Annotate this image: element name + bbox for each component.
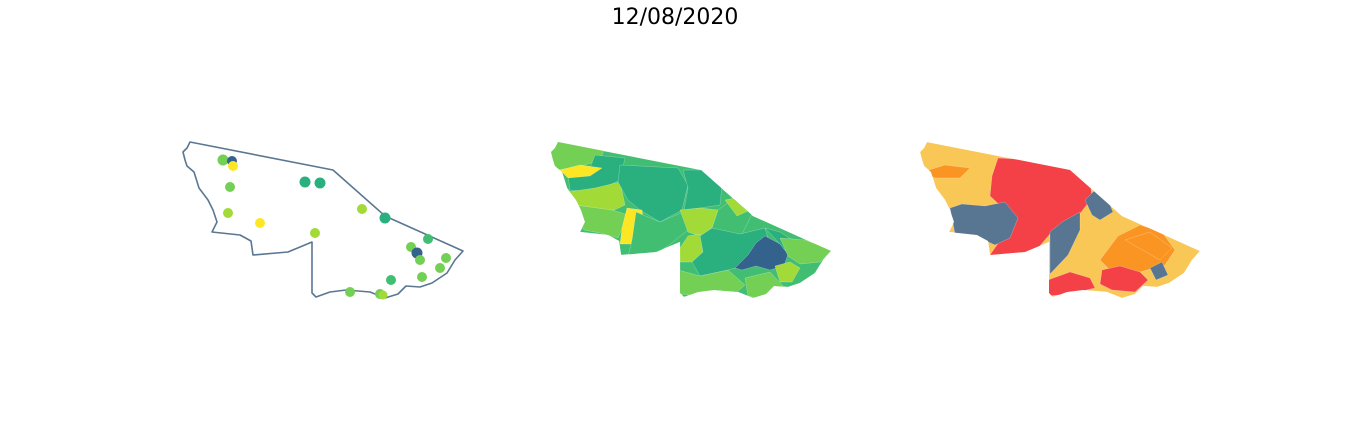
region bbox=[734, 235, 789, 271]
region bbox=[627, 211, 689, 259]
point-marker bbox=[225, 182, 235, 192]
region bbox=[1049, 211, 1081, 275]
categorical-choropleth-panel bbox=[920, 142, 1200, 298]
point-marker bbox=[357, 204, 367, 214]
region bbox=[682, 169, 723, 211]
point-marker bbox=[299, 176, 311, 188]
region bbox=[1099, 265, 1149, 293]
region bbox=[774, 261, 801, 283]
region bbox=[677, 269, 746, 298]
point-marker bbox=[441, 253, 451, 263]
points-map-panel bbox=[182, 141, 464, 300]
point-marker bbox=[417, 272, 427, 282]
point-marker bbox=[255, 218, 265, 228]
point-marker bbox=[228, 161, 238, 171]
point-marker bbox=[314, 177, 326, 189]
municipality-points bbox=[217, 154, 451, 300]
point-marker bbox=[386, 275, 396, 285]
point-marker bbox=[310, 228, 320, 238]
page-title: 12/08/2020 bbox=[611, 5, 739, 30]
continuous-choropleth-panel bbox=[551, 142, 831, 298]
point-marker bbox=[435, 263, 445, 273]
region bbox=[1149, 261, 1169, 281]
point-marker bbox=[378, 290, 388, 300]
region bbox=[949, 201, 1019, 246]
point-marker bbox=[415, 255, 425, 265]
point-marker bbox=[345, 287, 355, 297]
point-marker bbox=[217, 154, 229, 166]
point-marker bbox=[379, 212, 391, 224]
region bbox=[921, 164, 971, 179]
region bbox=[779, 237, 831, 265]
region bbox=[1124, 231, 1173, 261]
point-marker bbox=[423, 234, 433, 244]
point-marker bbox=[223, 208, 233, 218]
region bbox=[559, 164, 603, 179]
